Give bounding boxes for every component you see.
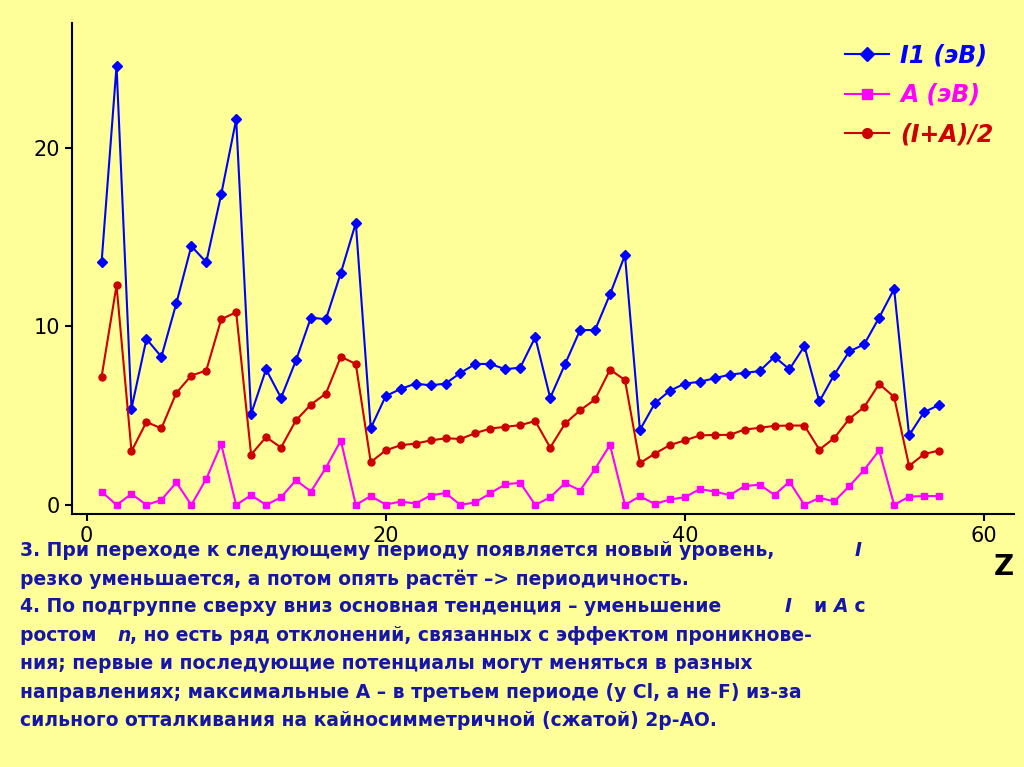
Text: направлениях; максимальные A – в третьем периоде (у Cl, а не F) из-за: направлениях; максимальные A – в третьем… bbox=[20, 683, 802, 702]
Text: сильного отталкивания на кайносимметричной (сжатой) 2p-АО.: сильного отталкивания на кайносимметричн… bbox=[20, 711, 718, 730]
Text: I: I bbox=[784, 597, 792, 617]
Text: I: I bbox=[855, 541, 862, 560]
Text: n: n bbox=[118, 626, 131, 645]
Text: Z: Z bbox=[993, 553, 1014, 581]
Legend: I1 (эВ), A (эВ), (I+A)/2: I1 (эВ), A (эВ), (I+A)/2 bbox=[836, 34, 1002, 155]
Text: A: A bbox=[834, 597, 848, 617]
Text: ростом: ростом bbox=[20, 626, 103, 645]
Text: 4. По подгруппе сверху вниз основная тенденция – уменьшение: 4. По подгруппе сверху вниз основная тен… bbox=[20, 597, 735, 617]
Text: и: и bbox=[801, 597, 834, 617]
Text: с: с bbox=[848, 597, 865, 617]
Text: резко уменьшается, а потом опять растёт –> периодичность.: резко уменьшается, а потом опять растёт … bbox=[20, 569, 689, 588]
Text: ния; первые и последующие потенциалы могут меняться в разных: ния; первые и последующие потенциалы мог… bbox=[20, 654, 753, 673]
Text: , но есть ряд отклонений, связанных с эффектом проникнове-: , но есть ряд отклонений, связанных с эф… bbox=[130, 626, 812, 645]
Text: 3. При переходе к следующему периоду появляется новый уровень,: 3. При переходе к следующему периоду поя… bbox=[20, 541, 781, 560]
